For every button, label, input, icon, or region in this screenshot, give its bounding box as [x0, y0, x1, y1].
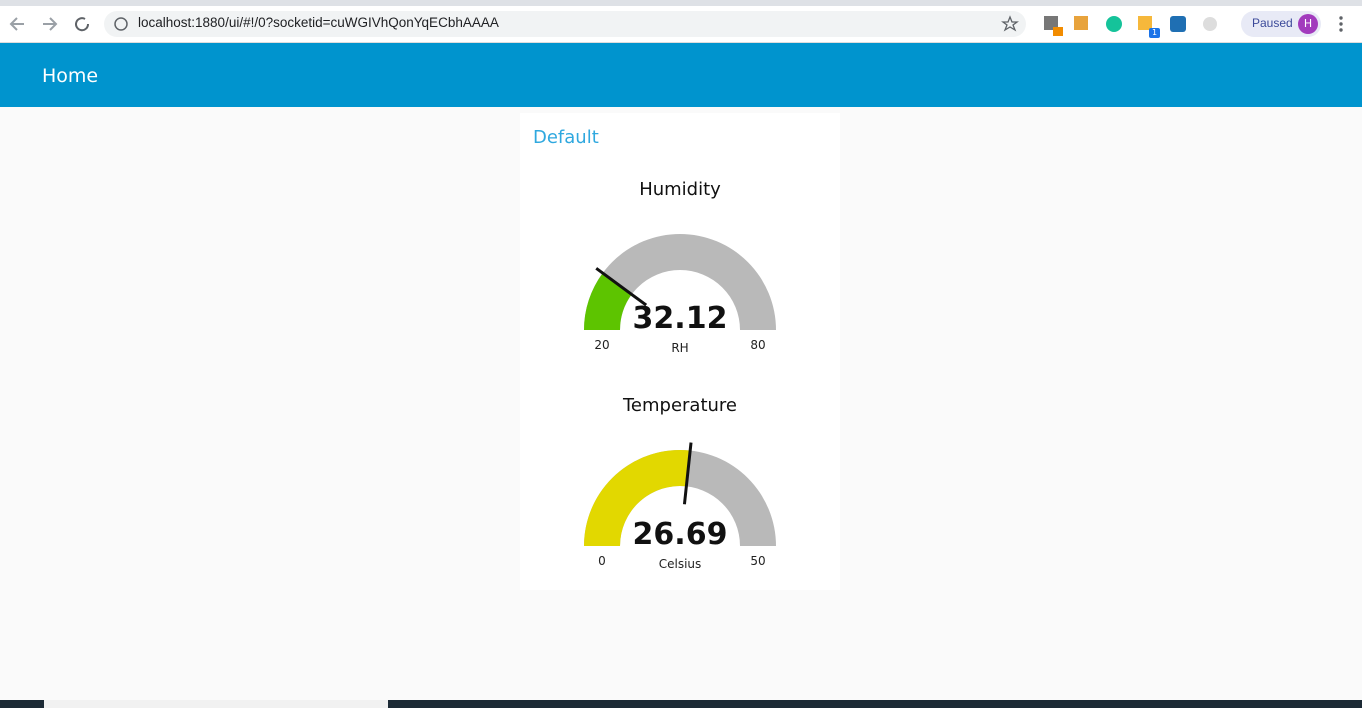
extension-badge: 1 — [1149, 28, 1160, 38]
gauge-track — [584, 234, 776, 330]
menu-icon[interactable] — [1339, 16, 1343, 32]
gauge-min: 0 — [598, 554, 606, 568]
gauge-needle — [595, 267, 648, 307]
gauges: Humidity 32.12 RH 20 80 Temperature 26.69 Celsi… — [584, 179, 776, 571]
extension-icon[interactable] — [1044, 16, 1058, 30]
extension-icon[interactable] — [1170, 16, 1186, 32]
profile-status[interactable]: Paused — [1252, 16, 1293, 30]
gauge-units: Celsius — [659, 557, 702, 571]
back-icon[interactable] — [9, 17, 24, 31]
forward-icon[interactable] — [43, 17, 58, 31]
group-card — [520, 113, 840, 590]
extension-badge-icon — [1053, 27, 1063, 36]
extension-icon[interactable] — [1203, 17, 1217, 31]
gauge-value: 32.12 — [633, 301, 728, 336]
bookmark-icon[interactable] — [1001, 15, 1019, 32]
gauge-needle — [682, 442, 693, 505]
gauge-title: Humidity — [639, 179, 721, 200]
app-header — [0, 43, 1362, 107]
taskbar-item[interactable] — [44, 700, 388, 708]
gauge-value-arc — [584, 450, 691, 546]
header-title: Home — [42, 65, 99, 87]
gauge-max: 50 — [750, 554, 765, 568]
url[interactable]: localhost:1880/ui/#!/0?socketid=cuWGIVhQ… — [138, 15, 499, 30]
reload-icon[interactable] — [75, 17, 90, 32]
nav-icons — [9, 15, 1019, 32]
gauge-units: RH — [671, 341, 688, 355]
avatar[interactable]: H — [1298, 14, 1318, 34]
gauge-title: Temperature — [622, 395, 737, 416]
extension-icon[interactable] — [1138, 16, 1152, 30]
group-title: Default — [533, 127, 599, 148]
gauge-max: 80 — [750, 338, 765, 352]
info-icon[interactable] — [114, 17, 128, 31]
gauge-min: 20 — [594, 338, 609, 352]
address-bar[interactable] — [104, 11, 1026, 37]
taskbar — [0, 700, 1362, 708]
gauge-value: 26.69 — [633, 517, 728, 552]
extension-icon[interactable] — [1074, 16, 1088, 30]
tab-strip — [0, 0, 1362, 10]
extension-icon[interactable] — [1106, 16, 1122, 32]
